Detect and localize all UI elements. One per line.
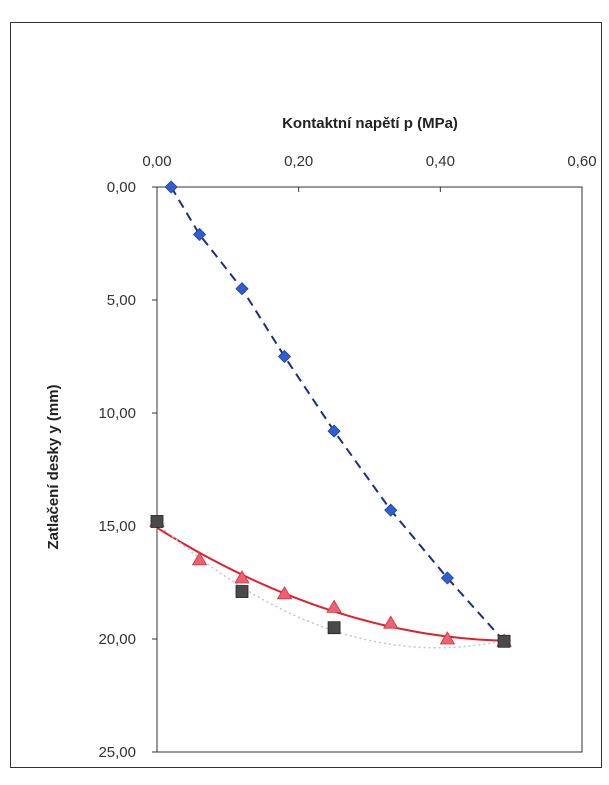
x-tick-label: 0,40 xyxy=(426,153,455,170)
series-2-point xyxy=(383,615,399,629)
x-axis-title: Kontaktní napětí p (MPa) xyxy=(282,115,458,132)
series-2-point xyxy=(326,599,342,613)
y-axis-title: Zatlačení desky y (mm) xyxy=(45,384,62,549)
y-tick-label: 25,00 xyxy=(98,744,136,761)
series-2-point xyxy=(234,570,250,584)
x-tick-label: 0,20 xyxy=(284,153,313,170)
series-1-point xyxy=(192,227,207,242)
series-1-point xyxy=(384,503,398,517)
series-points xyxy=(149,180,512,648)
series-2-point xyxy=(191,552,208,566)
chart-frame xyxy=(10,22,602,768)
y-tick-label: 0,00 xyxy=(107,179,136,196)
series-3-point xyxy=(150,515,164,528)
y-tick-label: 15,00 xyxy=(98,518,136,535)
y-tick-label: 20,00 xyxy=(98,631,136,648)
plot-area xyxy=(156,186,583,753)
x-tick-label: 0,60 xyxy=(567,153,596,170)
series-1-point xyxy=(327,424,341,438)
series-1-point xyxy=(164,180,178,194)
x-tick-label: 0,00 xyxy=(142,153,171,170)
series-2-point xyxy=(439,631,456,645)
series-1-point xyxy=(235,282,249,296)
x-ticks: 0,00 0,20 0,40 0,60 xyxy=(142,153,597,192)
series-3-point xyxy=(497,634,511,648)
series-2-point xyxy=(276,586,293,600)
y-tick-label: 5,00 xyxy=(107,292,136,309)
series-1-point xyxy=(277,349,292,364)
series-1-point xyxy=(440,571,454,585)
y-tick-label: 10,00 xyxy=(98,405,136,422)
y-ticks: 0,00 5,00 10,00 15,00 20,00 25,00 xyxy=(98,179,157,761)
series-3-point xyxy=(235,585,249,598)
series-1-line xyxy=(170,186,505,642)
series-3-point xyxy=(327,621,341,635)
